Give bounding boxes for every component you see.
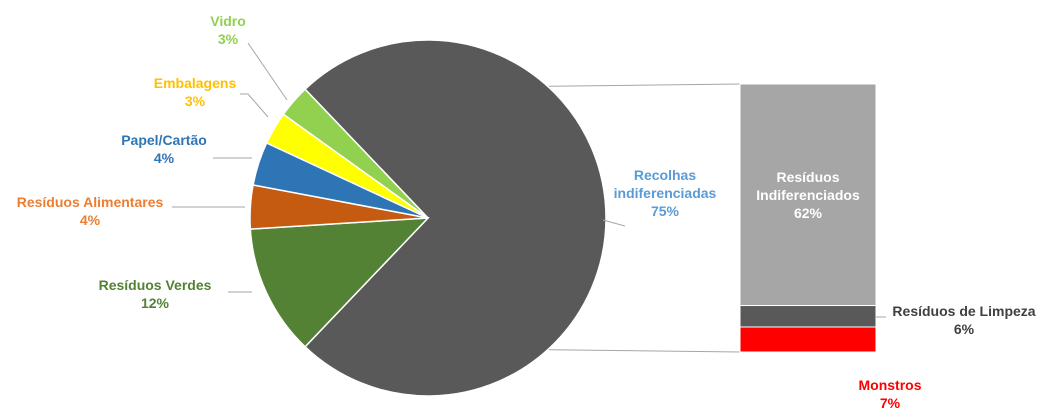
bar-segment-residuos-de-limpeza — [739, 305, 877, 328]
data-label-papel-cartao: Papel/Cartão 4% — [121, 132, 207, 166]
data-label-residuos-indiferenciados: Resíduos Indiferenciados 62% — [756, 169, 860, 221]
data-label-residuos-de-limpeza: Resíduos de Limpeza 6% — [892, 303, 1035, 337]
pie-slice-residuos-verdes — [249, 217, 430, 348]
data-label-monstros: Monstros 7% — [859, 377, 922, 411]
data-label-residuos-verdes: Resíduos Verdes 12% — [99, 277, 212, 311]
pie-slice-recolhas-indiferenciadas — [304, 39, 607, 397]
bar-segment-residuos-indiferenciados — [739, 83, 877, 307]
bar-segment-monstros — [739, 326, 877, 353]
leader-line-recolhas-indiferenciadas — [602, 219, 626, 227]
leader-line-embalagens — [240, 93, 269, 118]
data-label-recolhas-indiferenciadas: Recolhas indiferenciadas 75% — [614, 167, 717, 219]
leader-line-vidro — [247, 42, 288, 101]
pie-slice-vidro — [282, 88, 429, 219]
data-label-vidro: Vidro 3% — [210, 13, 246, 47]
data-label-residuos-alimentares: Resíduos Alimentares 4% — [17, 194, 164, 228]
data-label-embalagens: Embalagens 3% — [154, 75, 237, 109]
